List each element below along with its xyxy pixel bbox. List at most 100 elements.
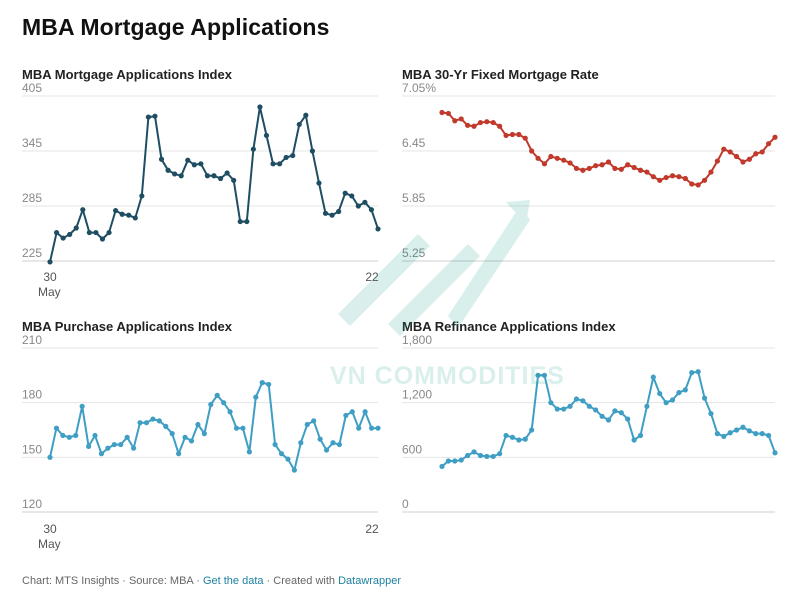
data-point <box>548 153 554 160</box>
data-point <box>169 431 175 437</box>
chart-title: MBA Refinance Applications Index <box>402 319 616 334</box>
y-tick-label: 405 <box>22 81 42 95</box>
data-point <box>124 434 130 440</box>
data-point <box>106 229 112 236</box>
x-tick-start: 30 <box>43 270 57 284</box>
data-point <box>669 173 676 179</box>
data-point <box>733 153 740 160</box>
data-point <box>522 436 528 442</box>
data-point <box>250 146 256 152</box>
data-point <box>637 167 644 173</box>
data-point <box>191 162 197 168</box>
data-point <box>368 425 375 431</box>
chart-title: MBA Mortgage Applications Index <box>22 67 233 82</box>
data-point <box>471 123 477 129</box>
data-point <box>695 369 701 375</box>
data-point <box>484 119 490 125</box>
data-point <box>221 400 227 406</box>
data-point <box>349 193 355 199</box>
data-point <box>165 167 171 173</box>
data-point <box>93 229 99 236</box>
data-point <box>362 409 368 415</box>
data-point <box>669 397 676 403</box>
data-point <box>158 156 165 162</box>
y-tick-label: 345 <box>22 136 42 150</box>
data-point <box>452 458 458 464</box>
data-point <box>458 457 464 463</box>
data-point <box>60 235 66 241</box>
data-point <box>259 380 265 386</box>
data-point <box>105 445 111 451</box>
data-point <box>586 165 592 172</box>
data-point <box>759 431 765 437</box>
data-point <box>477 119 484 126</box>
data-point <box>573 396 580 402</box>
data-point <box>195 421 201 428</box>
footer-source: Chart: MTS Insights · Source: MBA · <box>22 575 203 587</box>
data-point <box>541 161 548 167</box>
data-point <box>721 146 727 152</box>
data-point <box>503 432 509 439</box>
x-tick-start-month: May <box>38 537 61 551</box>
data-point <box>740 159 746 165</box>
y-tick-label: 1,800 <box>402 333 432 347</box>
data-point <box>278 451 285 457</box>
get-data-link[interactable]: Get the data <box>202 575 264 587</box>
data-point <box>178 173 184 179</box>
data-point <box>296 121 302 128</box>
data-point <box>253 394 259 400</box>
data-point <box>593 163 599 169</box>
data-point <box>657 390 663 397</box>
data-point <box>708 169 714 175</box>
x-tick-end: 22 <box>365 270 379 284</box>
data-point <box>330 440 336 446</box>
data-point <box>244 218 250 225</box>
data-point <box>580 398 586 404</box>
data-point <box>593 407 599 413</box>
data-point <box>631 437 637 443</box>
data-point <box>605 417 612 423</box>
footer-created: · Created with <box>263 575 339 587</box>
data-point <box>516 437 522 443</box>
data-point <box>657 177 663 183</box>
data-point <box>471 449 477 455</box>
data-point <box>277 161 283 167</box>
data-point <box>356 425 362 431</box>
data-point <box>266 381 272 388</box>
data-point <box>80 207 86 213</box>
y-tick-label: 210 <box>22 333 42 347</box>
datawrapper-link[interactable]: Datawrapper <box>338 575 402 587</box>
data-point <box>53 425 60 431</box>
data-point <box>509 434 516 440</box>
data-point <box>561 157 567 163</box>
y-tick-label: 7.05% <box>402 81 436 95</box>
data-point <box>644 169 650 175</box>
data-point <box>237 218 243 225</box>
data-point <box>676 174 682 180</box>
data-point <box>714 158 720 164</box>
data-point <box>73 225 79 231</box>
data-point <box>290 152 296 159</box>
data-point <box>631 164 637 171</box>
data-point <box>625 416 631 422</box>
data-point <box>599 162 605 168</box>
data-point <box>452 118 458 124</box>
data-point <box>201 431 207 437</box>
data-point <box>198 161 204 167</box>
series-line <box>49 106 379 263</box>
data-point <box>535 372 541 378</box>
data-point <box>298 440 304 446</box>
data-point <box>740 424 746 430</box>
data-point <box>599 413 605 419</box>
y-tick-label: 5.25 <box>402 246 426 260</box>
data-point <box>47 259 53 265</box>
data-point <box>336 208 342 215</box>
data-point <box>119 211 125 217</box>
data-point <box>522 135 528 141</box>
data-point <box>99 236 106 242</box>
data-point <box>145 114 151 120</box>
data-point <box>291 467 297 473</box>
y-tick-label: 120 <box>22 497 42 511</box>
